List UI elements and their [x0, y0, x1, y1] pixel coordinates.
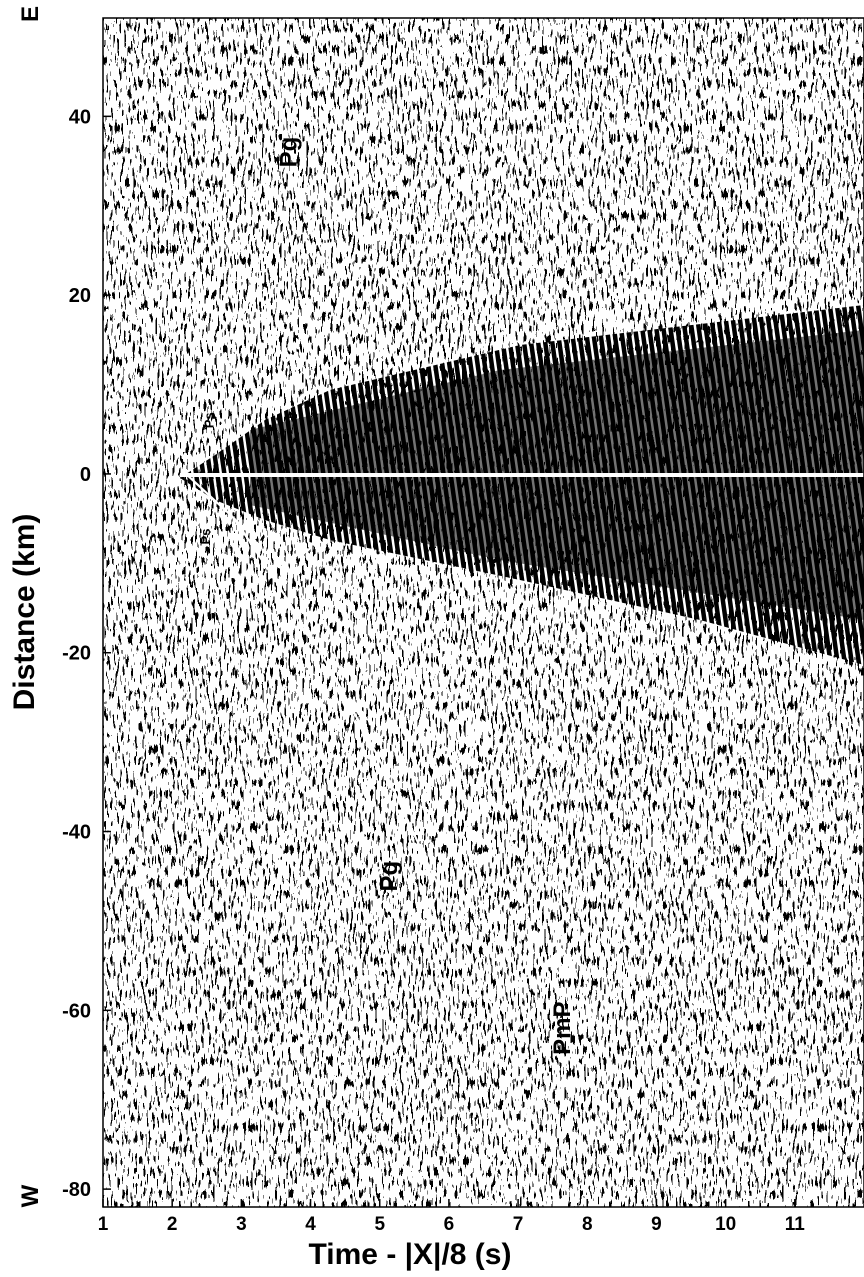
y-bottom-label: W — [17, 1184, 44, 1207]
x-axis-label: Time - |X|/8 (s) — [309, 1238, 512, 1271]
x-tick-label: 6 — [444, 1214, 455, 1235]
x-tick-label: 7 — [513, 1214, 524, 1235]
y-tick-label: -20 — [62, 643, 91, 665]
phase-label: Ps — [202, 412, 217, 428]
plot-frame — [102, 17, 864, 1208]
x-tick-label: 8 — [582, 1214, 593, 1235]
x-tick-label: 9 — [651, 1214, 662, 1235]
y-tick-label: 20 — [69, 285, 91, 307]
plot-area — [103, 18, 864, 1207]
phase-label: Pg — [276, 137, 303, 168]
y-tick-label: 0 — [80, 464, 91, 486]
y-top-label: E — [17, 6, 44, 22]
travel-time-curve — [185, 473, 547, 1207]
x-tick-label: 3 — [236, 1214, 247, 1235]
x-tick-label: 11 — [785, 1214, 806, 1235]
x-tick-label: 1 — [98, 1214, 109, 1235]
x-tick-label: 2 — [167, 1214, 178, 1235]
x-tick-label: 4 — [305, 1214, 316, 1235]
y-tick-label: 40 — [69, 106, 91, 128]
y-axis-label: Distance (km) — [8, 514, 41, 711]
y-tick-label: -40 — [62, 822, 91, 844]
travel-time-curve — [551, 983, 568, 1047]
phase-label: Pg — [376, 861, 403, 892]
phase-label: Ps — [198, 529, 213, 545]
phase-label: PmP — [549, 1002, 576, 1055]
y-tick-label: -60 — [62, 1000, 91, 1022]
y-tick-label: -80 — [62, 1179, 91, 1201]
zero-trace — [180, 473, 864, 477]
x-tick-label: 10 — [715, 1214, 736, 1235]
x-tick-label: 5 — [374, 1214, 385, 1235]
travel-time-curve — [269, 18, 326, 260]
